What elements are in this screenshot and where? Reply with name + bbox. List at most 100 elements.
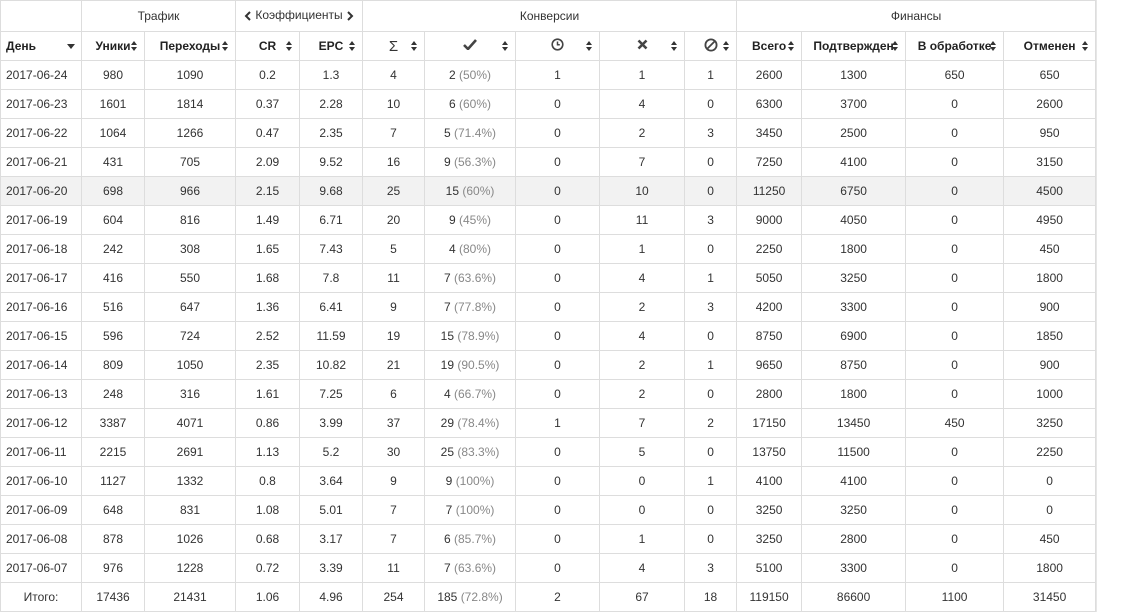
cell-cancelled: 0 (684, 234, 738, 264)
table-row[interactable]: 2017-06-14 809 1050 2.35 10.82 21 19 (90.5%) 0 2… (0, 350, 1097, 380)
cell-epc: 5.01 (298, 495, 364, 525)
cell-cancelled: 0 (684, 176, 738, 206)
col-fin-pending-label: В обработке (917, 39, 992, 53)
cell-total: 37 (362, 408, 426, 438)
col-fin-confirmed[interactable]: Подтвержден (801, 31, 907, 61)
col-rejected[interactable] (599, 31, 686, 61)
table-row[interactable]: 2017-06-10 1127 1332 0.8 3.64 9 9 (100%) 0 0 1 410… (0, 466, 1097, 496)
cell-approved: 9 (45%) (424, 205, 517, 235)
table-row[interactable]: 2017-06-09 648 831 1.08 5.01 7 7 (100%) 0 0 0 3250… (0, 495, 1097, 525)
cell-cancelled: 3 (684, 553, 738, 583)
table-row[interactable]: 2017-06-17 416 550 1.68 7.8 11 7 (63.6%) 0 4 1 505… (0, 263, 1097, 293)
col-fin-cancelled-label: Отменен (1023, 39, 1076, 53)
cell-epc: 7.25 (298, 379, 364, 409)
cell-epc: 3.17 (298, 524, 364, 554)
chevron-left-icon[interactable] (244, 9, 252, 24)
totals-label: Итого: (0, 582, 82, 612)
col-pending[interactable] (515, 31, 601, 61)
col-fin-pending[interactable]: В обработке (905, 31, 1005, 61)
cell-cr: 2.35 (235, 350, 300, 380)
table-row[interactable]: 2017-06-12 3387 4071 0.86 3.99 37 29 (78.4%) 1 7… (0, 408, 1097, 438)
col-cancelled[interactable] (684, 31, 738, 61)
cell-cancelled: 2 (684, 408, 738, 438)
totals-cancelled: 18 (684, 582, 738, 612)
cell-total: 7 (362, 118, 426, 148)
cell-fin-pending: 0 (905, 176, 1005, 206)
table-row[interactable]: 2017-06-22 1064 1266 0.47 2.35 7 5 (71.4%) 0 2 3 3… (0, 118, 1097, 148)
cell-day: 2017-06-22 (0, 118, 82, 148)
cell-total: 4 (362, 60, 426, 90)
col-approved[interactable] (424, 31, 517, 61)
table-row[interactable]: 2017-06-08 878 1026 0.68 3.17 7 6 (85.7%) 0 1 0 32… (0, 524, 1097, 554)
group-coefficients[interactable]: Коэффициенты (234, 0, 364, 32)
table-row[interactable]: 2017-06-24 980 1090 0.2 1.3 4 2 (50%) 1 1 1 2600 13… (0, 60, 1097, 90)
cell-day: 2017-06-18 (0, 234, 82, 264)
totals-approved-pct: (72.8%) (460, 590, 503, 604)
cell-day: 2017-06-23 (0, 89, 82, 119)
cell-pending: 0 (515, 89, 601, 119)
table-row[interactable]: 2017-06-20 698 966 2.15 9.68 25 15 (60%) 0 10 0 11… (0, 176, 1097, 206)
cell-pending: 0 (515, 495, 601, 525)
cell-fin-total: 6300 (736, 89, 803, 119)
cell-cancelled: 0 (684, 437, 738, 467)
totals-approved-count: 185 (437, 590, 458, 604)
col-day[interactable]: День (0, 31, 82, 61)
cell-rejected: 2 (599, 118, 686, 148)
cell-approved-pct: (83.3%) (457, 445, 500, 459)
cell-total: 11 (362, 263, 426, 293)
cell-uniques: 976 (81, 553, 145, 583)
cell-epc: 3.64 (298, 466, 364, 496)
cell-approved: 4 (66.7%) (424, 379, 517, 409)
totals-cr: 1.06 (235, 582, 300, 612)
checkmark-icon (463, 39, 477, 53)
cell-epc: 2.35 (298, 118, 364, 148)
cell-fin-pending: 0 (905, 321, 1005, 351)
cell-pending: 0 (515, 234, 601, 264)
table-row[interactable]: 2017-06-13 248 316 1.61 7.25 6 4 (66.7%) 0 2 0 280… (0, 379, 1097, 409)
cell-approved-pct: (100%) (455, 503, 495, 517)
cell-epc: 3.99 (298, 408, 364, 438)
sort-icon (586, 41, 593, 51)
cell-total: 9 (362, 292, 426, 322)
table-row[interactable]: 2017-06-07 976 1228 0.72 3.39 11 7 (63.6%) 0 4 3 5… (0, 553, 1097, 583)
cell-cancelled: 0 (684, 89, 738, 119)
cell-epc: 5.2 (298, 437, 364, 467)
cell-fin-total: 9000 (736, 205, 803, 235)
cell-fin-cancelled: 3250 (1003, 408, 1097, 438)
table-row[interactable]: 2017-06-16 516 647 1.36 6.41 9 7 (77.8%) 0 2 3 420… (0, 292, 1097, 322)
cell-approved-count: 6 (448, 97, 456, 111)
cell-cancelled: 3 (684, 292, 738, 322)
cell-fin-pending: 0 (905, 524, 1005, 554)
cell-pending: 0 (515, 437, 601, 467)
cell-fin-total: 3250 (736, 495, 803, 525)
col-fin-cancelled[interactable]: Отменен (1003, 31, 1097, 61)
col-epc[interactable]: EPC (298, 31, 364, 61)
col-total-conversions[interactable]: Σ (362, 31, 426, 61)
cell-fin-confirmed: 4050 (801, 205, 907, 235)
cell-rejected: 7 (599, 147, 686, 177)
table-row[interactable]: 2017-06-21 431 705 2.09 9.52 16 9 (56.3%) 0 7 0 72… (0, 147, 1097, 177)
col-cr[interactable]: CR (235, 31, 300, 61)
cell-fin-confirmed: 1300 (801, 60, 907, 90)
cell-approved-count: 9 (448, 213, 456, 227)
col-clicks[interactable]: Переходы (144, 31, 236, 61)
chevron-right-icon[interactable] (346, 9, 354, 24)
cell-day: 2017-06-21 (0, 147, 82, 177)
table-row[interactable]: 2017-06-19 604 816 1.49 6.71 20 9 (45%) 0 11 3 900… (0, 205, 1097, 235)
cell-epc: 9.68 (298, 176, 364, 206)
cell-day: 2017-06-08 (0, 524, 82, 554)
table-row[interactable]: 2017-06-11 2215 2691 1.13 5.2 30 25 (83.3%) 0 5 0… (0, 437, 1097, 467)
col-uniques[interactable]: Уники (81, 31, 145, 61)
cell-total: 6 (362, 379, 426, 409)
table-row[interactable]: 2017-06-18 242 308 1.65 7.43 5 4 (80%) 0 1 0 2250 1… (0, 234, 1097, 264)
cell-fin-cancelled: 650 (1003, 60, 1097, 90)
col-fin-total[interactable]: Всего (736, 31, 803, 61)
table-row[interactable]: 2017-06-15 596 724 2.52 11.59 19 15 (78.9%) 0 4 0… (0, 321, 1097, 351)
cell-pending: 0 (515, 350, 601, 380)
table-row[interactable]: 2017-06-23 1601 1814 0.37 2.28 10 6 (60%) 0 4 0 63… (0, 89, 1097, 119)
cell-fin-pending: 0 (905, 205, 1005, 235)
cell-approved: 7 (77.8%) (424, 292, 517, 322)
cell-fin-confirmed: 2500 (801, 118, 907, 148)
cell-approved: 29 (78.4%) (424, 408, 517, 438)
cell-fin-confirmed: 4100 (801, 147, 907, 177)
